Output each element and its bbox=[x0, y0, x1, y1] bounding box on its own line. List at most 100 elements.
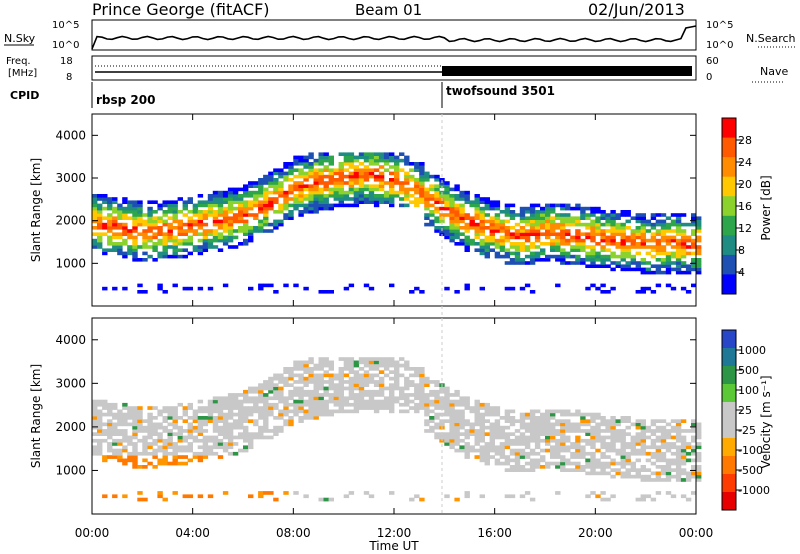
power-cell bbox=[263, 203, 269, 208]
power-cell bbox=[162, 232, 168, 236]
velocity-cell bbox=[600, 445, 606, 450]
power-cell bbox=[529, 203, 536, 208]
velocity-cell bbox=[394, 383, 400, 387]
velocity-cell bbox=[419, 497, 425, 502]
power-cell bbox=[338, 197, 344, 201]
power-cell bbox=[112, 226, 118, 230]
velocity-cell bbox=[373, 367, 380, 371]
power-cell bbox=[92, 216, 98, 220]
velocity-cell bbox=[615, 471, 621, 476]
velocity-cell bbox=[243, 445, 249, 450]
power-cell bbox=[696, 267, 702, 272]
velocity-cell bbox=[670, 468, 677, 472]
power-cell bbox=[217, 235, 224, 240]
power-cell bbox=[625, 245, 631, 249]
velocity-cell bbox=[409, 497, 415, 502]
power-cell bbox=[127, 235, 133, 240]
velocity-cell bbox=[323, 389, 329, 394]
velocity-cell bbox=[519, 438, 526, 443]
power-cell bbox=[665, 261, 672, 265]
velocity-cell bbox=[273, 376, 279, 381]
power-cell bbox=[378, 174, 385, 179]
velocity-cell bbox=[157, 445, 163, 450]
velocity-cell bbox=[348, 380, 355, 384]
velocity-cell bbox=[308, 406, 314, 410]
power-cell bbox=[333, 194, 339, 198]
power-cell bbox=[504, 248, 511, 252]
power-cell bbox=[670, 286, 677, 291]
power-cell bbox=[283, 165, 289, 169]
velocity-cell bbox=[550, 425, 556, 430]
velocity-cell bbox=[394, 367, 400, 371]
power-cell bbox=[484, 242, 490, 246]
velocity-cell bbox=[464, 422, 470, 427]
velocity-cell bbox=[333, 409, 339, 414]
power-cell bbox=[655, 242, 662, 246]
power-cell bbox=[595, 210, 601, 214]
power-cell bbox=[182, 229, 188, 233]
power-cell bbox=[580, 245, 586, 249]
velocity-cell bbox=[152, 455, 158, 459]
x-axis-ticks: 00:00 04:00 08:00 12:00 16:00 20:00 00:00 bbox=[75, 114, 713, 540]
velocity-cell bbox=[685, 471, 692, 476]
power-cell bbox=[499, 229, 506, 233]
velocity-cell bbox=[534, 419, 541, 423]
power-cell bbox=[509, 286, 516, 291]
power-cell bbox=[484, 200, 490, 204]
power-cell bbox=[680, 270, 687, 275]
velocity-cell bbox=[464, 402, 470, 407]
velocity-cell bbox=[434, 380, 440, 384]
velocity-cell bbox=[258, 406, 264, 410]
power-cell bbox=[152, 242, 158, 246]
velocity-cell bbox=[263, 393, 269, 397]
power-cell bbox=[404, 158, 410, 163]
velocity-colorbar-tick-label: -500 bbox=[738, 464, 763, 477]
velocity-cell bbox=[132, 465, 138, 469]
power-cell bbox=[399, 181, 405, 185]
velocity-cell bbox=[293, 412, 299, 417]
velocity-cell bbox=[147, 429, 153, 433]
power-cell bbox=[268, 222, 274, 227]
power-cell bbox=[212, 200, 219, 204]
velocity-cell bbox=[97, 412, 103, 417]
power-cell bbox=[454, 203, 460, 208]
power-cell bbox=[560, 226, 566, 230]
velocity-cell bbox=[414, 402, 420, 407]
power-cell bbox=[610, 219, 616, 224]
velocity-cell bbox=[328, 497, 334, 502]
power-cell bbox=[273, 187, 279, 192]
power-cell bbox=[630, 235, 636, 240]
velocity-cell bbox=[650, 478, 657, 482]
velocity-cell bbox=[585, 465, 591, 469]
velocity-cell bbox=[494, 425, 501, 430]
velocity-cell bbox=[373, 380, 380, 384]
velocity-cell bbox=[182, 412, 188, 417]
velocity-cell bbox=[182, 461, 188, 466]
velocity-cell bbox=[212, 429, 219, 433]
power-cell bbox=[459, 219, 465, 224]
power-cell bbox=[363, 171, 370, 176]
velocity-cell bbox=[182, 406, 188, 410]
power-cell bbox=[157, 219, 163, 224]
power-cell bbox=[675, 219, 682, 224]
velocity-cell bbox=[303, 370, 309, 374]
power-cell bbox=[499, 210, 506, 214]
power-cell bbox=[248, 235, 254, 240]
beam-title: Beam 01 bbox=[355, 1, 422, 19]
velocity-cell bbox=[207, 435, 214, 440]
velocity-cell bbox=[358, 386, 365, 391]
velocity-cell bbox=[434, 383, 440, 387]
velocity-cell bbox=[464, 432, 470, 436]
power-cell bbox=[328, 290, 334, 294]
power-cell bbox=[243, 229, 249, 233]
power-cell bbox=[253, 213, 259, 217]
velocity-cell bbox=[232, 425, 239, 430]
velocity-cell bbox=[157, 425, 163, 430]
velocity-cell bbox=[323, 412, 329, 417]
power-cell bbox=[529, 251, 536, 256]
power-cell bbox=[167, 238, 173, 243]
power-cell bbox=[127, 200, 133, 204]
velocity-cell bbox=[389, 370, 395, 374]
velocity-cell bbox=[172, 445, 178, 450]
velocity-cell bbox=[328, 380, 334, 384]
